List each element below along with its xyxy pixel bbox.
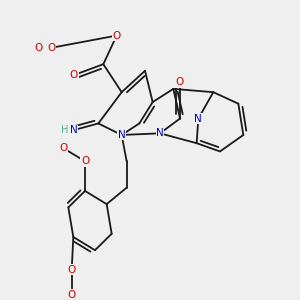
Text: N: N — [118, 130, 125, 140]
Text: O: O — [81, 156, 89, 166]
Text: O: O — [68, 265, 76, 275]
Text: N: N — [156, 128, 164, 138]
Text: H: H — [61, 125, 69, 135]
Text: O: O — [68, 290, 76, 300]
Text: N: N — [70, 125, 78, 135]
Text: O: O — [34, 43, 42, 53]
Text: O: O — [112, 31, 121, 40]
Text: N: N — [194, 113, 202, 124]
Text: O: O — [59, 143, 68, 153]
Text: O: O — [70, 70, 78, 80]
Text: O: O — [176, 77, 184, 87]
Text: O: O — [47, 43, 56, 53]
